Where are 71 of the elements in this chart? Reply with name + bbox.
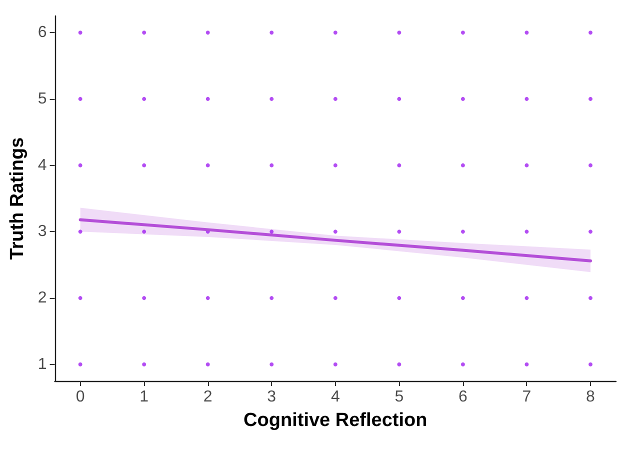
point (270, 163, 274, 168)
point (397, 30, 402, 35)
x-tick-label: 1 (140, 388, 149, 406)
point (397, 96, 402, 101)
point (397, 296, 402, 300)
x-tick-label: 2 (203, 388, 212, 406)
point (78, 163, 82, 168)
point (206, 362, 210, 366)
x-tick-label: 3 (267, 388, 276, 406)
point (78, 230, 82, 234)
point (78, 296, 82, 300)
point (270, 96, 274, 101)
point (333, 362, 338, 366)
point (460, 30, 465, 35)
point (524, 362, 529, 366)
point (524, 30, 529, 35)
point (524, 230, 529, 234)
point (524, 296, 529, 300)
point (588, 30, 592, 35)
point (78, 30, 82, 35)
y-tick-label: 3 (38, 223, 47, 240)
point (460, 362, 465, 366)
point (270, 362, 274, 366)
x-tick-label: 4 (330, 388, 340, 406)
y-axis-title: Truth Ratings (7, 137, 28, 260)
point (78, 96, 82, 101)
x-tick-label: 7 (522, 388, 532, 406)
y-tick-label: 6 (38, 24, 47, 42)
point (588, 230, 592, 234)
point (206, 96, 210, 101)
point (142, 96, 146, 101)
point (142, 30, 146, 35)
y-tick-label: 1 (38, 356, 47, 373)
point (588, 296, 592, 300)
point (142, 163, 146, 168)
point (206, 163, 210, 168)
point (460, 163, 465, 168)
point (333, 163, 338, 168)
point (588, 163, 592, 168)
y-tick-label: 4 (38, 156, 47, 174)
line-series (78, 218, 592, 262)
point (333, 296, 338, 300)
point (397, 362, 402, 366)
point (142, 296, 146, 300)
x-axis-title: Cognitive Reflection (244, 410, 428, 431)
point (588, 96, 592, 101)
point (460, 96, 465, 101)
point (333, 30, 338, 35)
point (524, 163, 529, 168)
point (270, 296, 274, 300)
point (333, 96, 338, 101)
y-tick-label: 2 (38, 290, 47, 307)
point (78, 362, 82, 366)
x-tick-label: 0 (76, 388, 85, 406)
point (333, 230, 338, 234)
point (524, 96, 529, 101)
point (397, 230, 402, 234)
point (588, 362, 592, 366)
point (142, 362, 146, 366)
point (460, 230, 465, 234)
x-tick-label: 6 (458, 388, 468, 406)
point (460, 296, 465, 300)
point (142, 230, 146, 234)
point (270, 30, 274, 35)
y-tick-label: 5 (38, 90, 47, 108)
point (270, 230, 274, 234)
point (206, 296, 210, 300)
point (397, 163, 402, 168)
x-tick-label: 5 (394, 388, 404, 406)
x-tick-label: 8 (586, 388, 596, 406)
point (206, 30, 210, 35)
